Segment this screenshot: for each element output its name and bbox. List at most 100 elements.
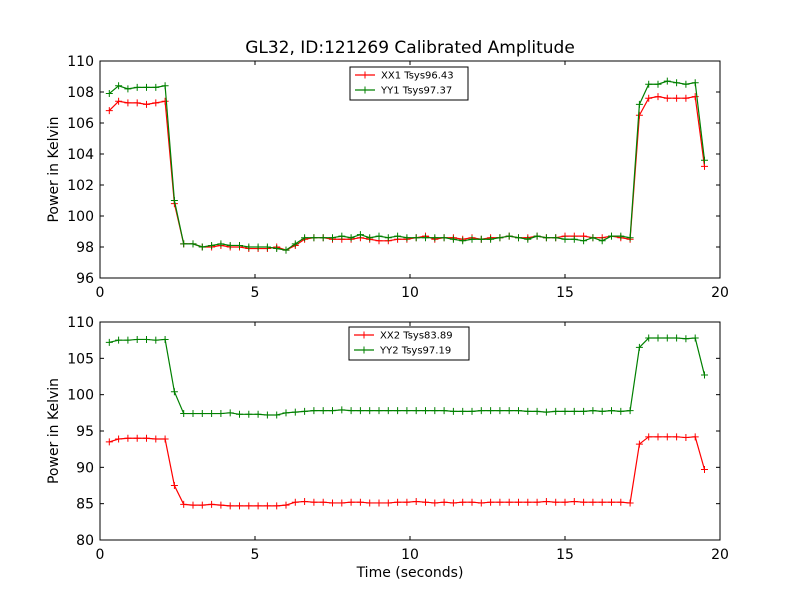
data-point [161,435,169,443]
data-point [403,234,411,242]
data-point [524,407,532,415]
data-point [124,99,132,107]
data-point [626,234,634,242]
y-tick-label: 110 [67,315,94,331]
data-point [115,336,123,344]
x-tick-label: 0 [96,285,105,301]
data-point [701,371,708,379]
x-tick-label: 15 [556,547,574,563]
data-point [645,433,653,441]
data-point [310,498,318,506]
data-point [226,409,234,417]
data-point [431,234,439,242]
data-point [198,243,206,251]
data-point [449,407,457,415]
data-point [449,235,457,243]
data-point [338,499,346,507]
y-tick-label: 110 [67,54,94,70]
data-point [422,234,429,242]
data-point [384,234,392,242]
data-point [347,234,355,242]
data-point [682,434,690,442]
data-point [208,241,216,249]
data-point [198,410,206,418]
data-point [654,80,662,88]
data-point [217,501,225,509]
data-point [236,241,243,249]
data-point [329,499,336,507]
data-point [384,407,392,415]
data-point [329,234,336,242]
data-point [459,237,467,245]
data-point [608,498,615,506]
data-point [561,498,569,506]
data-point [152,435,160,443]
data-point [533,232,541,240]
data-point [440,498,448,506]
data-point [533,407,541,415]
y-axis-label: Power in Kelvin [46,378,62,484]
data-point [589,234,597,242]
data-point [133,99,141,107]
data-point [477,499,485,507]
data-point [431,407,439,415]
data-point [143,100,150,108]
data-point [412,407,420,415]
data-point [459,407,467,415]
data-point [282,501,290,509]
data-point [645,80,653,88]
data-point [673,94,681,102]
data-point [617,407,625,415]
data-point [682,335,690,343]
data-point [236,502,243,510]
data-point [245,410,253,418]
data-point [505,232,513,240]
data-point [161,82,169,90]
data-point [115,82,123,90]
legend-marker [360,331,368,339]
data-point [468,235,476,243]
data-point [301,407,309,415]
bottom-panel: 0 5 10 15 20 80 85 90 95 100 105 110 Power in Kelvin… [46,315,729,581]
data-point [496,407,504,415]
data-point [236,410,243,418]
data-point [394,498,402,506]
data-point [505,498,513,506]
data-point [133,335,141,343]
data-point [654,93,662,101]
data-point [226,241,234,249]
data-point [505,407,513,415]
data-point [189,240,197,248]
data-point [189,501,197,509]
data-point [431,499,439,507]
data-point [570,235,578,243]
data-point [301,234,309,242]
data-point [561,235,569,243]
legend-box [349,66,469,101]
data-point [515,234,522,242]
data-point [301,497,309,505]
data-point [468,498,476,506]
data-point [691,79,699,87]
y-tick-label: 90 [76,460,94,476]
data-point [319,234,327,242]
data-point [691,93,699,101]
data-point [645,334,653,342]
data-point [124,85,132,93]
series-line [108,95,706,251]
data-point [487,407,495,415]
data-point [663,433,671,441]
data-point [124,434,132,442]
data-point [552,234,560,242]
data-point [542,497,550,505]
data-point [570,407,578,415]
data-point [477,235,485,243]
data-point [645,94,653,102]
data-point [291,408,299,416]
data-point [152,83,160,91]
data-point [552,498,560,506]
data-point [608,407,615,415]
data-point [449,499,457,507]
top-panel: 0 5 10 15 20 96 98 100 102 104 106 108 110 Power in K… [46,54,729,301]
data-point [422,407,429,415]
